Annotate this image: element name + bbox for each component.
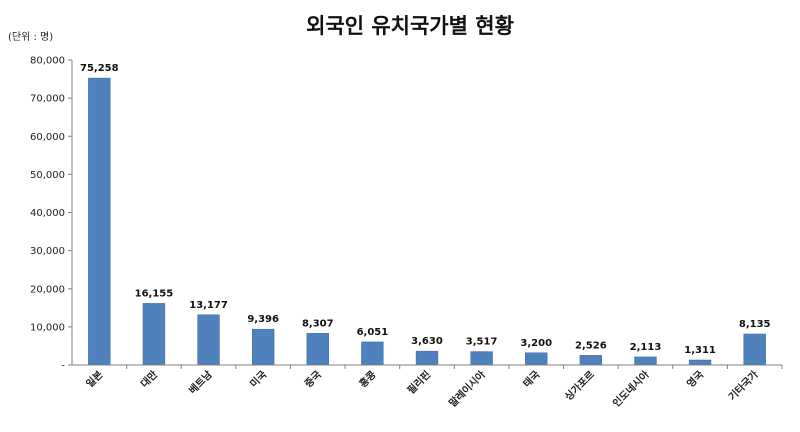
bar xyxy=(579,355,603,366)
bar xyxy=(88,77,111,366)
y-tick-label: 80,000 xyxy=(30,56,65,67)
x-tick-label: 미국 xyxy=(247,368,269,390)
data-label: 3,200 xyxy=(520,338,552,349)
bars xyxy=(88,77,766,366)
x-tick-label: 말레이시아 xyxy=(446,367,488,409)
x-tick-label: 대만 xyxy=(138,367,161,390)
x-axis: 일본 대만 베트남 미국 중국 홍콩 필리핀 말레이시아 태국 싱가포르 인도네시아 영국 기타국가 xyxy=(72,364,783,410)
y-tick-label: - xyxy=(61,361,65,372)
bar xyxy=(743,333,766,366)
x-tick-label: 중국 xyxy=(302,369,324,391)
bar xyxy=(251,328,275,366)
x-tick-label: 베트남 xyxy=(186,367,215,396)
y-tick-label: 20,000 xyxy=(30,284,65,295)
data-label: 9,396 xyxy=(247,314,279,325)
data-label: 1,311 xyxy=(684,345,716,356)
data-label: 75,258 xyxy=(80,63,119,74)
data-label: 13,177 xyxy=(189,300,228,311)
bar xyxy=(142,303,166,366)
bar xyxy=(634,356,657,366)
y-tick-label: 60,000 xyxy=(30,132,65,143)
y-tick-label: 70,000 xyxy=(30,94,65,105)
x-tick-label: 인도네시아 xyxy=(610,367,652,409)
bar xyxy=(306,333,329,366)
data-label: 3,517 xyxy=(466,337,498,348)
data-label: 8,307 xyxy=(302,318,334,329)
data-label: 16,155 xyxy=(135,288,174,299)
bar xyxy=(688,359,712,366)
y-tick-label: 50,000 xyxy=(30,170,65,181)
y-tick-label: 40,000 xyxy=(30,208,65,219)
x-tick-label: 홍콩 xyxy=(356,368,378,390)
unit-label: (단위 : 명) xyxy=(8,30,53,43)
y-axis: - 10,000 20,000 30,000 40,000 50,000 60,000 70,… xyxy=(30,56,73,372)
data-label: 2,113 xyxy=(630,342,662,353)
bar xyxy=(525,352,548,366)
data-labels: 75,258 16,155 13,177 9,396 8,307 6,051 3,630 3,… xyxy=(80,63,771,356)
bar xyxy=(415,350,439,366)
y-tick-label: 30,000 xyxy=(30,246,65,257)
x-tick-label: 기타국가 xyxy=(726,367,762,403)
bar xyxy=(361,341,384,366)
data-label: 8,135 xyxy=(739,319,771,330)
data-label: 2,526 xyxy=(575,340,607,351)
bar xyxy=(470,351,493,366)
y-tick-label: 10,000 xyxy=(30,322,65,333)
data-label: 6,051 xyxy=(357,327,389,338)
x-tick-label: 태국 xyxy=(520,368,542,390)
x-tick-label: 필리핀 xyxy=(404,368,433,397)
x-tick-label: 싱가포르 xyxy=(562,368,597,403)
bar xyxy=(197,314,220,366)
x-tick-label: 영국 xyxy=(684,368,706,390)
x-tick-label: 일본 xyxy=(83,368,105,390)
chart-title: 외국인 유치국가별 현황 xyxy=(306,14,514,38)
data-label: 3,630 xyxy=(411,336,443,347)
